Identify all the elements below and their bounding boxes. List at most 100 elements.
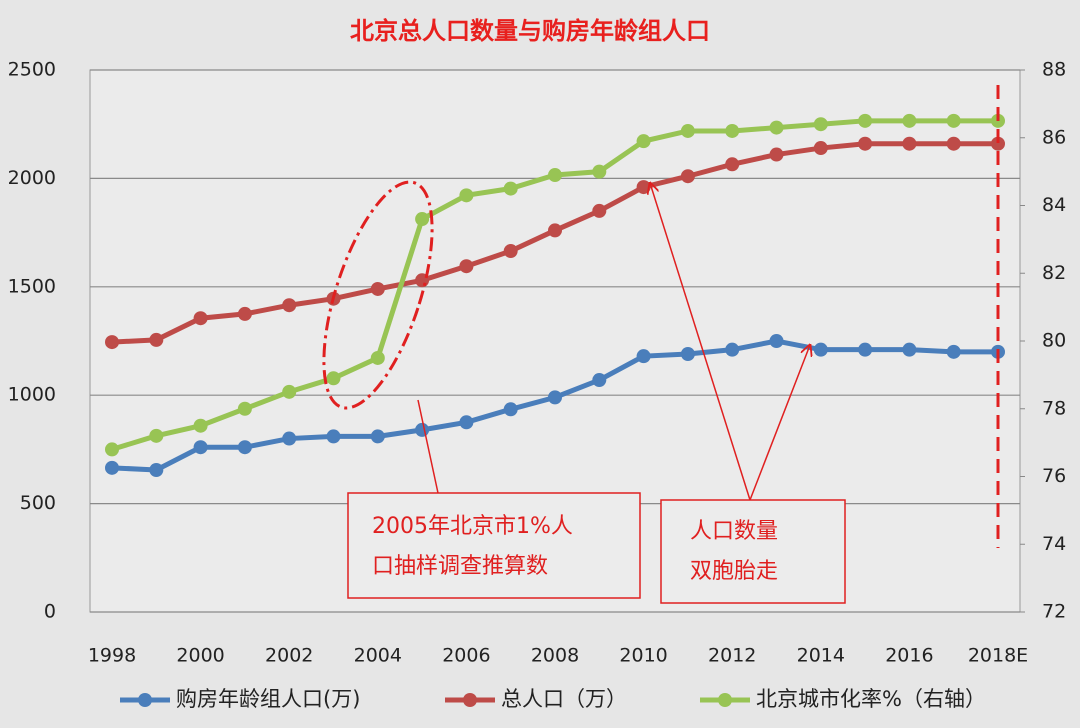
y2-tick-label: 82 xyxy=(1042,262,1066,284)
point xyxy=(946,344,961,359)
point xyxy=(592,373,607,388)
x-tick-label: 1998 xyxy=(88,645,136,667)
x-tick-label: 2012 xyxy=(708,645,756,667)
annotation-text: 双胞胎走 xyxy=(690,559,778,584)
point xyxy=(370,350,385,365)
point xyxy=(415,212,430,227)
y-tick-label: 0 xyxy=(44,601,56,623)
y2-tick-label: 84 xyxy=(1042,194,1066,216)
y-tick-label: 2000 xyxy=(8,167,56,189)
point xyxy=(105,460,119,475)
x-tick-label: 2002 xyxy=(265,645,313,667)
point xyxy=(813,141,828,156)
point xyxy=(548,223,562,238)
point xyxy=(193,440,208,455)
x-tick-label: 2014 xyxy=(797,645,845,667)
y-tick-label: 500 xyxy=(20,492,56,514)
point xyxy=(725,342,740,357)
y2-tick-label: 76 xyxy=(1042,465,1066,487)
point xyxy=(149,462,164,477)
x-tick-label: 2006 xyxy=(442,645,490,667)
point xyxy=(237,440,252,455)
y2-tick-label: 74 xyxy=(1042,533,1066,555)
arrow xyxy=(650,183,751,501)
point xyxy=(902,342,917,357)
point xyxy=(902,113,917,128)
point xyxy=(282,298,297,313)
point xyxy=(636,349,651,364)
point xyxy=(193,311,208,326)
point xyxy=(503,402,518,417)
y-tick-label: 1000 xyxy=(8,384,56,406)
point xyxy=(370,281,385,296)
annotation-box xyxy=(660,499,846,604)
point xyxy=(105,335,119,350)
x-tick-label: 2004 xyxy=(354,645,402,667)
legend-label: 购房年龄组人口(万) xyxy=(176,687,360,711)
point xyxy=(946,113,961,128)
y2-tick-label: 86 xyxy=(1042,126,1066,148)
x-tick-label: 2016 xyxy=(885,645,933,667)
point xyxy=(769,147,784,162)
point xyxy=(592,203,607,218)
point xyxy=(991,136,1005,151)
point xyxy=(548,390,562,405)
point xyxy=(193,418,208,433)
y-tick-label: 2500 xyxy=(8,59,56,81)
point xyxy=(282,431,297,446)
legend-label: 北京城市化率%（右轴） xyxy=(756,687,986,711)
point xyxy=(725,157,740,172)
y2-tick-label: 78 xyxy=(1042,397,1066,419)
point xyxy=(769,120,784,135)
x-tick-label: 2008 xyxy=(531,645,579,667)
point xyxy=(725,123,740,138)
annotation-box xyxy=(347,492,641,599)
point xyxy=(237,306,252,321)
x-tick-label: 2000 xyxy=(176,645,224,667)
point xyxy=(592,164,607,179)
point xyxy=(149,332,164,347)
point xyxy=(680,123,695,138)
point xyxy=(149,428,164,443)
point xyxy=(459,188,474,203)
point xyxy=(237,401,252,416)
y2-tick-label: 88 xyxy=(1042,59,1066,81)
x-tick-label: 2018E xyxy=(968,645,1028,667)
point xyxy=(370,429,385,444)
chart-title: 北京总人口数量与购房年龄组人口 xyxy=(350,17,710,45)
legend-marker xyxy=(718,693,732,707)
point xyxy=(459,415,474,430)
point xyxy=(680,169,695,184)
point xyxy=(858,136,873,151)
legend-marker xyxy=(463,693,477,707)
point xyxy=(503,181,518,196)
arrow xyxy=(417,399,439,494)
annotation-text: 人口数量 xyxy=(690,519,778,544)
point xyxy=(105,442,119,457)
point xyxy=(636,180,651,195)
point xyxy=(858,342,873,357)
point xyxy=(636,134,651,149)
point xyxy=(680,347,695,362)
point xyxy=(503,244,518,259)
point xyxy=(813,117,828,132)
point xyxy=(769,334,784,348)
highlight-ellipse xyxy=(322,180,434,410)
point xyxy=(326,371,341,386)
point xyxy=(902,136,917,151)
point xyxy=(946,136,961,151)
point xyxy=(548,168,562,183)
point xyxy=(858,113,873,128)
arrow xyxy=(749,345,810,501)
legend-marker xyxy=(138,693,152,707)
y2-tick-label: 80 xyxy=(1042,330,1066,352)
annotation-text: 口抽样调查推算数 xyxy=(372,554,548,579)
x-tick-label: 2010 xyxy=(619,645,667,667)
point xyxy=(326,429,341,444)
annotation-text: 2005年北京市1%人 xyxy=(372,514,573,539)
y2-tick-label: 72 xyxy=(1042,601,1066,623)
legend-label: 总人口（万） xyxy=(501,687,627,711)
point xyxy=(459,259,474,274)
point xyxy=(415,422,430,437)
